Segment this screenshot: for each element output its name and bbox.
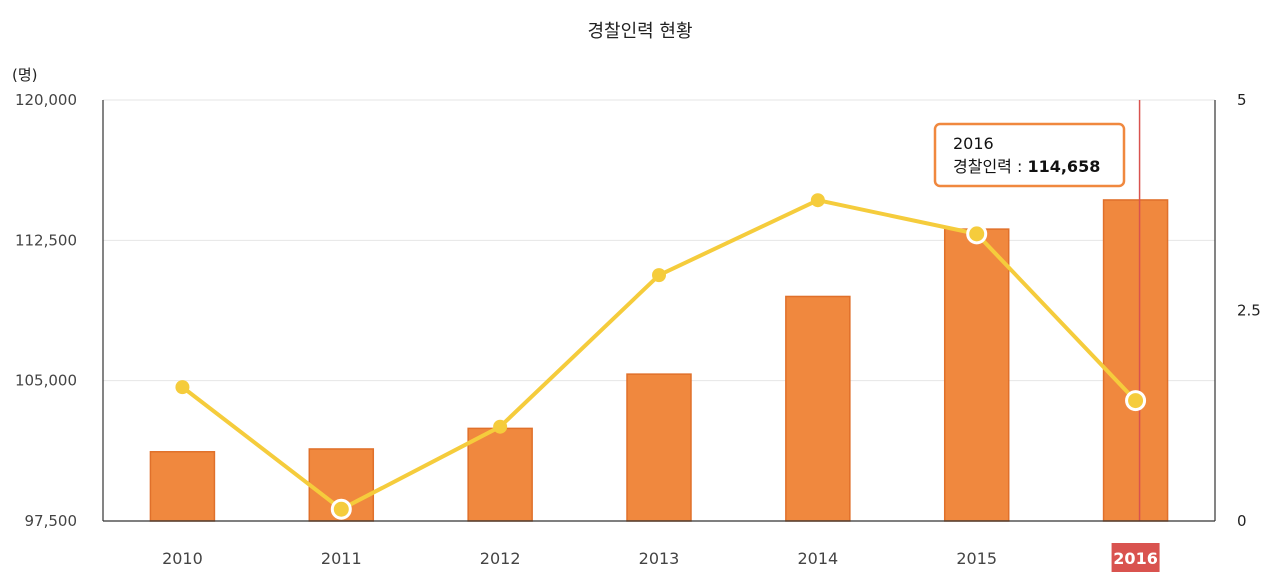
x-tick-label: 2012	[480, 549, 521, 568]
tooltip-label: 경찰인력 : 114,658	[953, 157, 1100, 176]
tooltip-title: 2016	[953, 134, 994, 153]
left-axis-unit-label: (명)	[12, 66, 38, 84]
x-tick-label: 2010	[162, 549, 203, 568]
x-tick-label-active: 2016	[1113, 549, 1158, 568]
right-axis-tick-label: 0	[1237, 512, 1247, 530]
right-axis-tick-label: 2.5	[1237, 302, 1261, 320]
tooltip-box	[933, 122, 1126, 188]
axes	[102, 100, 1216, 522]
line-point-2010[interactable]	[175, 380, 190, 395]
x-tick-highlight-bg	[1111, 543, 1160, 572]
bar-2010[interactable]	[149, 451, 216, 522]
bar-2014[interactable]	[785, 295, 851, 522]
bar-2015[interactable]	[943, 228, 1010, 522]
line-point-2011[interactable]	[330, 498, 352, 520]
chart-title: 경찰인력 현황	[587, 21, 692, 42]
left-axis-tick-label: 97,500	[25, 512, 78, 530]
bar-2012[interactable]	[467, 427, 533, 522]
x-tick-label: 2011	[321, 549, 362, 568]
bar-series[interactable]	[149, 199, 1169, 522]
tooltip-value: 114,658	[1027, 157, 1100, 176]
tick-labels: 97,500 105,000 112,500 120,000 0 2.5 5 2010 2011…	[15, 91, 1261, 572]
line-series[interactable]	[175, 193, 1147, 520]
left-axis-tick-label: 120,000	[15, 91, 77, 109]
line-point-2013[interactable]	[652, 268, 666, 283]
line-point-2014[interactable]	[810, 193, 825, 208]
bar-2013[interactable]	[626, 373, 692, 522]
line-point-2012[interactable]	[493, 419, 508, 434]
x-tick-label: 2014	[797, 549, 838, 568]
left-axis-tick-label: 112,500	[15, 231, 77, 249]
bar-2016[interactable]	[1102, 199, 1169, 522]
line-point-2016[interactable]	[1125, 390, 1147, 412]
x-tick-label: 2015	[956, 549, 997, 568]
left-axis-tick-label: 105,000	[15, 372, 77, 390]
right-axis-tick-label: 5	[1237, 91, 1247, 109]
tooltip: 2016 경찰인력 : 114,658	[933, 122, 1126, 188]
line-point-2015[interactable]	[966, 223, 988, 245]
x-tick-label: 2013	[639, 549, 680, 568]
